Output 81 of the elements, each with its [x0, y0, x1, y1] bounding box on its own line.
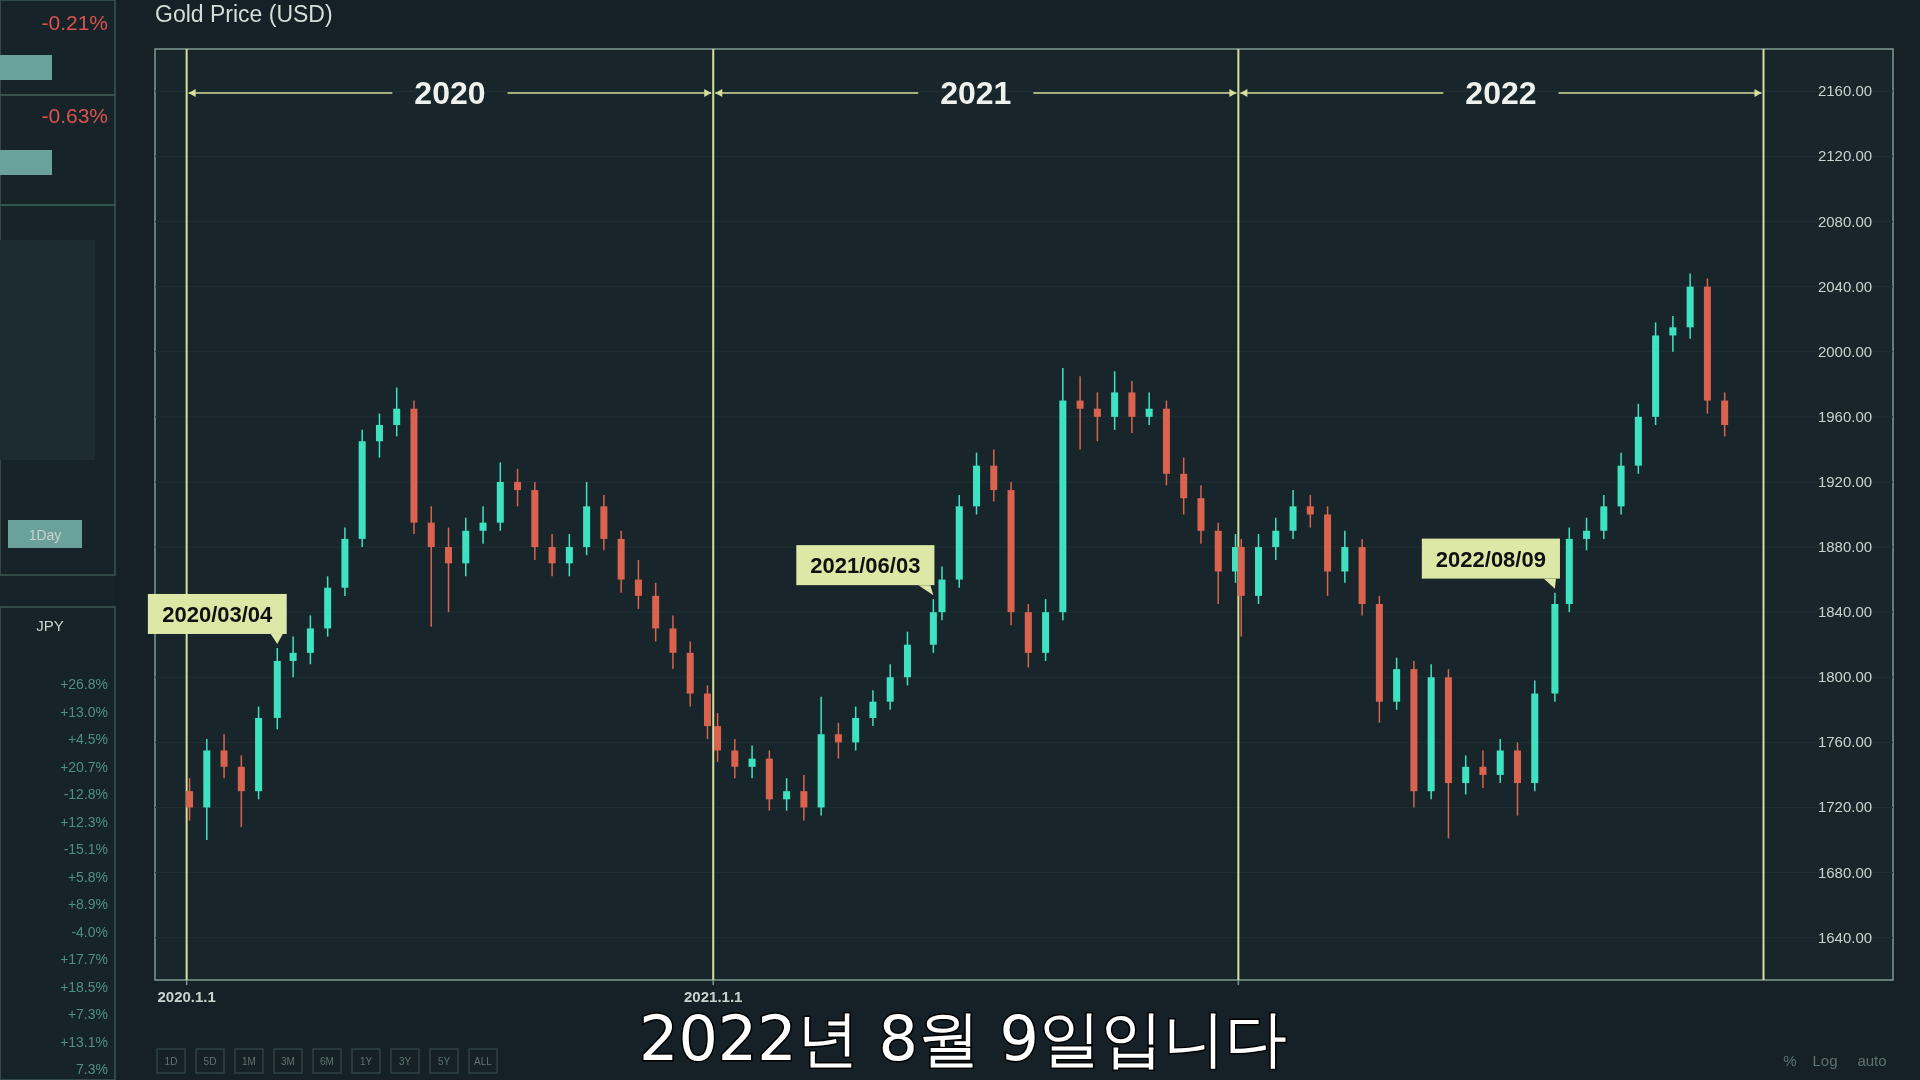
y-tick-label: 2080.00	[1817, 212, 1873, 230]
text: 1Day	[28, 527, 62, 543]
text: JPY	[36, 617, 64, 634]
y-tick-label: 1760.00	[1817, 733, 1873, 751]
text: +18.5%	[60, 978, 108, 995]
text: +26.8%	[60, 676, 108, 692]
text: 6M	[320, 1056, 334, 1067]
text: -0.63%	[41, 104, 108, 127]
candlestick	[393, 386, 401, 438]
candlestick	[1306, 494, 1314, 529]
text: %	[1783, 1052, 1797, 1069]
candlestick	[783, 777, 791, 812]
text: 1D	[164, 1056, 178, 1067]
annotation: 2021/06/03	[810, 553, 921, 579]
y-tick-label: 1800.00	[1817, 668, 1873, 686]
text: +12.3%	[60, 813, 108, 830]
text: 2022년 8월 9일입니다	[638, 1002, 1288, 1075]
candlestick	[565, 533, 573, 578]
text: auto	[1857, 1052, 1887, 1069]
y-tick-label: 1960.00	[1817, 407, 1873, 425]
text: 5D	[203, 1056, 217, 1067]
y-tick-label: 2160.00	[1817, 82, 1873, 100]
text: 1M	[242, 1056, 256, 1067]
y-tick-label: 1920.00	[1817, 472, 1873, 490]
y-tick-label: 2040.00	[1817, 277, 1873, 295]
candlestick	[634, 559, 642, 610]
candlestick	[1093, 391, 1101, 443]
candlestick	[834, 722, 842, 760]
candlestick	[1076, 375, 1084, 451]
candlestick	[548, 533, 556, 578]
candlestick	[514, 468, 522, 508]
candlestick	[1145, 391, 1153, 426]
x-tick-label: 2021.1.1	[684, 988, 743, 1005]
candlestick	[1583, 517, 1591, 552]
x-tick-label: 2020.1.1	[157, 988, 216, 1005]
candlestick	[869, 689, 877, 727]
text: 3M	[281, 1056, 295, 1067]
text: -0.21%	[41, 11, 108, 34]
text: -4.0%	[71, 923, 108, 940]
text: +20.7%	[60, 758, 108, 775]
text: +13.0%	[60, 703, 108, 720]
y-tick-label: 2120.00	[1817, 147, 1873, 165]
y-tick-label: 1640.00	[1817, 928, 1873, 946]
text: -15.1%	[63, 841, 108, 857]
candlestick	[1462, 754, 1470, 796]
candlestick	[1669, 315, 1677, 353]
y-tick-label: 1680.00	[1817, 863, 1873, 881]
text: +7.3%	[67, 1006, 108, 1022]
text: 3Y	[398, 1056, 412, 1067]
text: 7.3%	[76, 1061, 108, 1077]
annotation: 2022	[1465, 75, 1537, 111]
annotation: 2021	[940, 75, 1012, 111]
candlestick	[220, 733, 228, 779]
text: 1Y	[359, 1056, 373, 1067]
y-tick-label: 1840.00	[1817, 603, 1873, 621]
candlestick	[445, 526, 452, 613]
candlestick	[289, 635, 297, 679]
annotation: 2020	[414, 75, 486, 111]
annotation: 2020/03/04	[162, 601, 274, 627]
text: 5Y	[437, 1056, 451, 1067]
annotation: 2022/08/09	[1435, 546, 1546, 572]
y-tick-label: 1720.00	[1817, 798, 1873, 816]
candlestick	[1479, 749, 1487, 789]
candlestick	[731, 738, 739, 779]
candlestick	[479, 505, 487, 545]
text: +4.5%	[67, 731, 108, 747]
text: -12.8%	[63, 786, 108, 802]
candlestick	[375, 412, 383, 459]
candlestick	[1272, 517, 1280, 561]
y-tick-label: 2000.00	[1817, 342, 1873, 360]
text: +8.9%	[67, 896, 108, 912]
text: ALL	[474, 1056, 493, 1067]
y-tick-label: 1880.00	[1817, 538, 1873, 556]
candlestick	[800, 774, 808, 822]
text: +5.8%	[67, 868, 108, 885]
candlestick	[186, 777, 194, 822]
candlestick	[748, 744, 756, 779]
text: +13.1%	[60, 1033, 108, 1050]
chart-title: Gold Price (USD)	[155, 1, 333, 27]
text: Log	[1812, 1052, 1838, 1069]
text: +17.7%	[60, 951, 108, 967]
